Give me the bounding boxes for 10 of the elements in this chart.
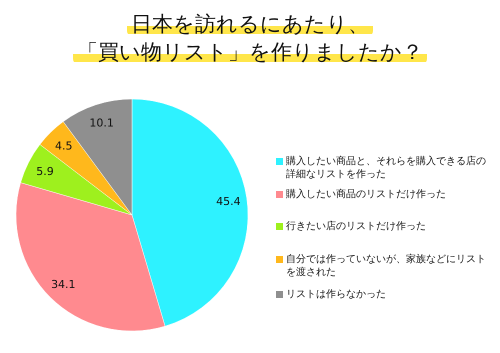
data-label: 10.1 bbox=[89, 116, 114, 130]
data-label: 4.5 bbox=[55, 139, 72, 152]
data-label: 45.4 bbox=[216, 194, 241, 208]
legend-label: 購入したい商品と、それらを購入できる店の詳細なリストを作った bbox=[286, 156, 486, 180]
legend-label: 購入したい商品のリストだけ作った bbox=[286, 189, 446, 200]
legend-label: 自分では作っていないが、家族などにリストを渡された bbox=[286, 254, 486, 278]
data-label: 34.1 bbox=[51, 278, 76, 292]
legend-label: リストは作らなかった bbox=[286, 289, 386, 300]
data-label: 5.9 bbox=[36, 165, 54, 178]
legend-label: 行きたい店のリストだけ作った bbox=[286, 221, 426, 232]
